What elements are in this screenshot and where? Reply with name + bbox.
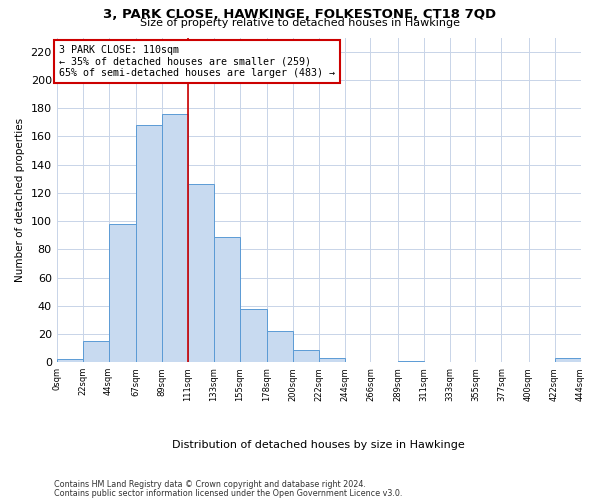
Bar <box>188 184 214 362</box>
Bar <box>266 331 293 362</box>
Bar <box>214 236 239 362</box>
Bar <box>293 350 319 362</box>
Bar <box>398 361 424 362</box>
Y-axis label: Number of detached properties: Number of detached properties <box>15 118 25 282</box>
Text: Size of property relative to detached houses in Hawkinge: Size of property relative to detached ho… <box>140 18 460 28</box>
Bar <box>56 360 83 362</box>
Bar <box>83 341 109 362</box>
X-axis label: Distribution of detached houses by size in Hawkinge: Distribution of detached houses by size … <box>172 440 465 450</box>
Bar <box>319 358 344 362</box>
Bar <box>554 358 581 362</box>
Text: 3 PARK CLOSE: 110sqm
← 35% of detached houses are smaller (259)
65% of semi-deta: 3 PARK CLOSE: 110sqm ← 35% of detached h… <box>59 44 335 78</box>
Bar <box>136 125 161 362</box>
Text: Contains HM Land Registry data © Crown copyright and database right 2024.: Contains HM Land Registry data © Crown c… <box>54 480 366 489</box>
Bar <box>109 224 136 362</box>
Bar <box>239 308 266 362</box>
Text: 3, PARK CLOSE, HAWKINGE, FOLKESTONE, CT18 7QD: 3, PARK CLOSE, HAWKINGE, FOLKESTONE, CT1… <box>103 8 497 20</box>
Bar <box>161 114 188 362</box>
Text: Contains public sector information licensed under the Open Government Licence v3: Contains public sector information licen… <box>54 488 403 498</box>
